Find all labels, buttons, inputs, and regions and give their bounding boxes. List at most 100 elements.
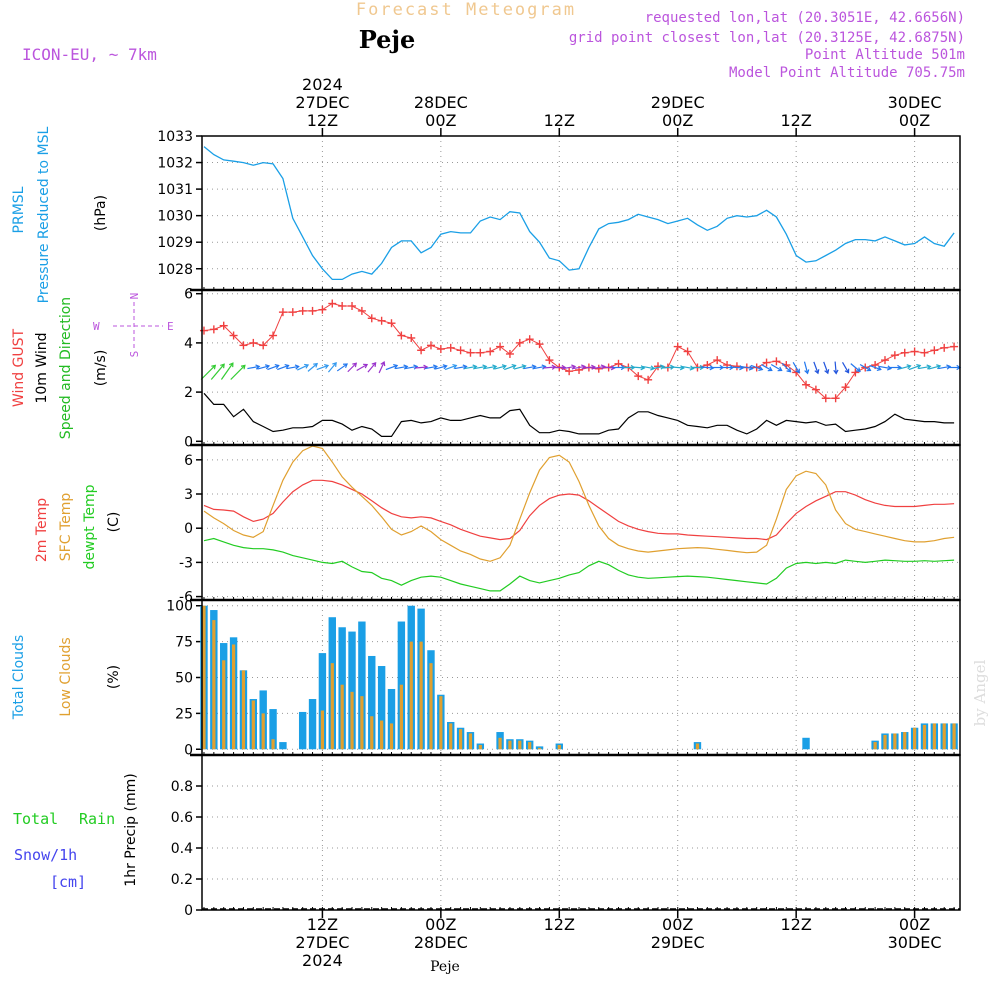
wind-arrow-head [824, 369, 830, 375]
y-tick-label: -6 [179, 590, 193, 606]
wind-arrow [210, 363, 225, 380]
wind-arrow-head [294, 364, 300, 370]
wind-arrow [200, 364, 216, 380]
model-label: ICON-EU, ~ 7km [22, 45, 157, 64]
prmsl-long-label: Pressure Reduced to MSL [36, 126, 52, 303]
wind-arrow-head [804, 369, 810, 375]
total-cloud-bar [377, 666, 386, 750]
total-cloud-bar [368, 655, 376, 750]
low-cloud-bar [340, 684, 344, 750]
low-cloud-bar [202, 605, 206, 750]
low-cloud-bar [419, 641, 423, 750]
wind-arrow [513, 365, 526, 370]
low-cloud-bar [893, 733, 897, 750]
wind-arrow [563, 365, 576, 370]
wind-arrow-head [866, 366, 872, 372]
compass-n: N [128, 293, 141, 300]
panel-frame [201, 754, 961, 911]
y-tick-label: -3 [179, 555, 193, 571]
wind-arrow-head [332, 362, 337, 367]
wind-arrow [928, 365, 941, 370]
y-tick-label: 0.6 [171, 810, 193, 826]
low-cloud-bar [222, 660, 226, 750]
wind-arrow [434, 365, 447, 370]
total-cloud-bar [279, 742, 287, 750]
wind-arrow [395, 365, 408, 370]
wind-arrow [367, 362, 377, 373]
wind-arrow-head [284, 364, 290, 369]
low-cloud-bar [271, 739, 275, 750]
y-tick-label: 4 [184, 336, 193, 352]
gust-label: Wind GUST [11, 328, 27, 407]
wind-arrow-head [786, 367, 792, 373]
time-label-top: 27DEC [295, 93, 349, 112]
wind-arrow [424, 365, 437, 370]
time-label-bottom: 28DEC [414, 933, 468, 952]
wind-arrow [671, 366, 684, 369]
total-clouds-label: Total Clouds [11, 635, 27, 720]
low-cloud-bar [380, 720, 384, 750]
y-tick-label: 50 [175, 671, 193, 687]
wind-arrow-head [795, 368, 800, 374]
low-cloud-bar [251, 700, 255, 750]
y-tick-label: 1033 [157, 129, 193, 145]
low-cloud-bar [429, 663, 433, 750]
wind-arrow [307, 363, 318, 372]
wind-arrow [582, 366, 595, 369]
compass-w: W [93, 320, 100, 333]
wind-arrow-head [926, 364, 932, 370]
wind-arrow-head [897, 364, 902, 371]
low-cloud-bar [912, 727, 917, 750]
wind-arrow-head [393, 364, 399, 369]
wind-arrow [336, 363, 348, 372]
time-label-bottom: 2024 [302, 951, 343, 970]
wind-arrow-head [946, 364, 952, 370]
wind-arrow [454, 365, 467, 370]
wind-arrow [286, 365, 299, 370]
wind-arrow [834, 361, 837, 374]
low-cloud-bar [212, 620, 216, 750]
panel-frame [201, 135, 961, 291]
wind-arrow-head [432, 364, 438, 370]
wind-arrow-head [324, 364, 330, 369]
wind-arrow-head [600, 364, 606, 370]
wind-arrow [761, 363, 773, 372]
wind-arrow-head [423, 364, 429, 370]
low-cloud-bar [370, 716, 374, 750]
dewpt-line [203, 537, 955, 592]
compass-e: E [167, 320, 174, 333]
time-label-top: 28DEC [414, 93, 468, 112]
requested-coords: requested lon,lat (20.3051E, 42.6656N) [645, 10, 965, 26]
wind-arrow-head [343, 363, 348, 368]
wind-arrow [938, 365, 951, 370]
wind-arrow [267, 364, 279, 371]
clouds-unit: (%) [106, 665, 122, 689]
time-label-top: 12Z [780, 111, 811, 130]
wind-arrow-head [240, 364, 246, 370]
time-label-bottom: 12Z [544, 915, 575, 934]
dewpt-label: dewpt Temp [82, 484, 98, 569]
wind-arrow-head [442, 364, 448, 370]
wind-arrow-head [876, 366, 882, 371]
low-cloud-bar [942, 723, 946, 750]
low-cloud-bar [449, 723, 453, 750]
wind-arrow [444, 364, 457, 371]
wind-arrow [869, 364, 881, 371]
low-cloud-bar [320, 710, 325, 750]
wind-arrow-head [492, 364, 498, 370]
wind-arrow [651, 365, 664, 370]
low-cloud-bar [478, 744, 482, 750]
wind-arrow [632, 366, 645, 369]
panel-frame [201, 444, 961, 601]
wind-arrow [230, 364, 246, 380]
wind-arrow [730, 366, 743, 369]
wind-arrow-head [640, 365, 646, 371]
time-label-bottom: 29DEC [651, 933, 705, 952]
wind-arrow-head [211, 364, 217, 370]
wind-arrow-head [916, 364, 922, 369]
wind-arrow [770, 363, 782, 372]
wind-arrow [316, 364, 329, 371]
chart-layer: 1028 1029 1030 1031 1032 1033 0 2 4 6 -6 -3 0 3 6 0 25 50… [157, 75, 962, 970]
time-label-bottom: 30DEC [888, 933, 942, 952]
